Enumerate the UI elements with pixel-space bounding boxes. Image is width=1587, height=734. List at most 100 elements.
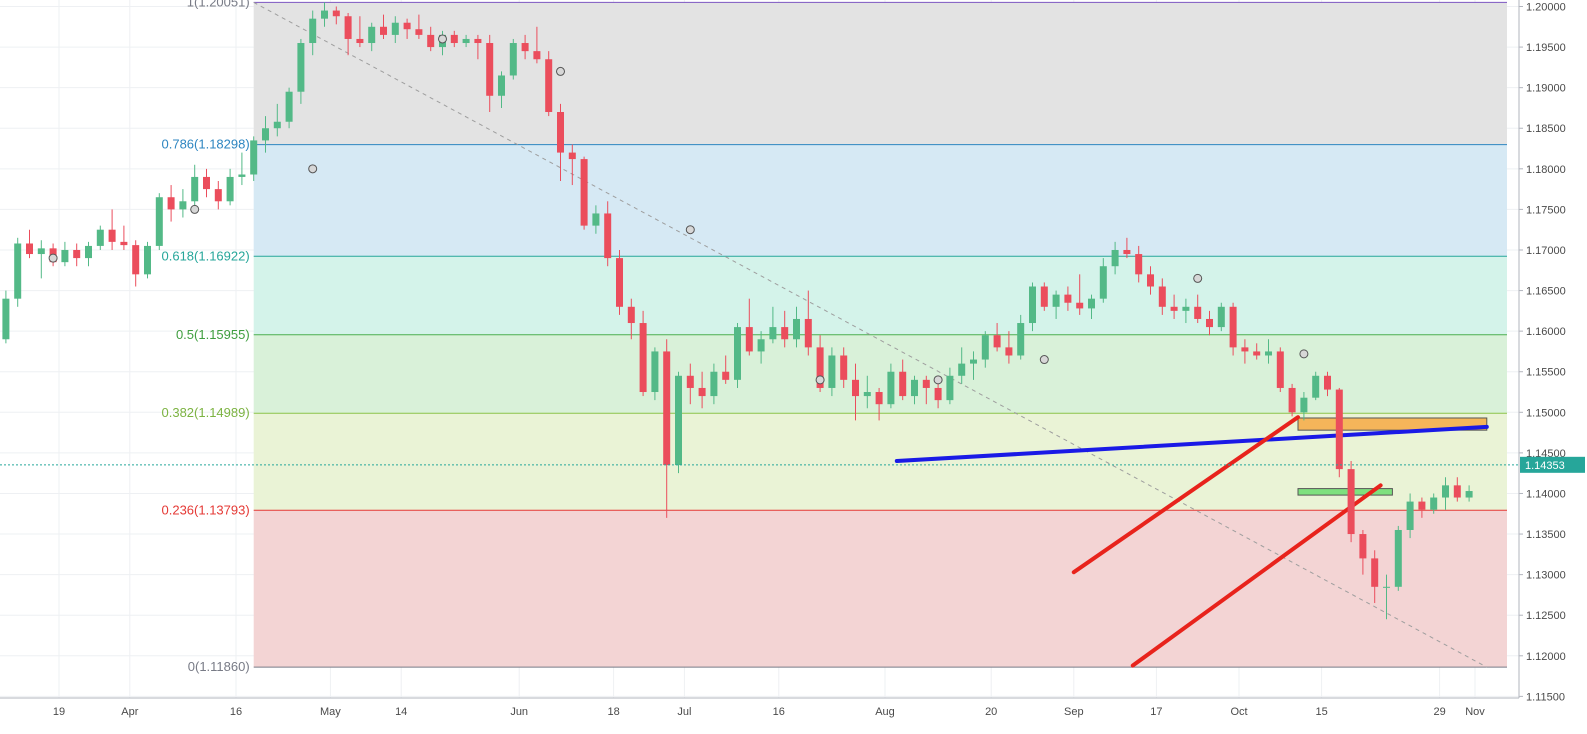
event-marker xyxy=(438,34,447,44)
candle-body xyxy=(1335,389,1343,470)
candle-body xyxy=(1324,375,1331,390)
candle-body xyxy=(1465,491,1473,498)
candle-body xyxy=(226,176,234,202)
candle-body xyxy=(273,121,281,129)
current-price-badge xyxy=(1520,456,1585,473)
candle-body xyxy=(686,375,694,388)
candle-body xyxy=(568,152,576,160)
candle-body xyxy=(745,327,753,352)
candle-body xyxy=(675,375,682,466)
candle-body xyxy=(533,51,541,60)
candle-body xyxy=(1406,501,1414,530)
x-axis[interactable]: 19 Apr 16 May 14 Jun 18 Jul 16 Aug 20 Sep 17 Oct 15 29 N… xyxy=(0,697,1519,729)
candle-body xyxy=(380,26,387,35)
x-tick-label: 20 xyxy=(985,706,997,718)
resistance-zone[interactable] xyxy=(1297,417,1488,431)
candle-body xyxy=(757,339,765,352)
y-tick-label: 1.15000 xyxy=(1526,407,1566,419)
fibonacci-retracement[interactable]: 1(1.20051) 0.786(1.18298) 0.618(1.16922) 0.… xyxy=(162,0,1508,674)
x-tick-label: 16 xyxy=(773,706,785,718)
candle-body xyxy=(1347,469,1355,535)
candle-body xyxy=(73,249,81,259)
x-tick-label: Sep xyxy=(1064,706,1084,718)
y-tick-label: 1.13000 xyxy=(1526,570,1566,582)
candle-body xyxy=(663,351,671,466)
candle-body xyxy=(1253,351,1261,356)
fib-zone xyxy=(253,256,1508,335)
candle-body xyxy=(391,22,399,35)
resistance-trend-line[interactable] xyxy=(894,424,1489,464)
candle-body xyxy=(191,176,199,202)
x-tick-label: Oct xyxy=(1230,706,1247,718)
y-tick-label: 1.19000 xyxy=(1526,83,1566,95)
candle-body xyxy=(627,306,635,324)
candle-body xyxy=(450,34,458,44)
candle-body xyxy=(887,371,895,405)
candle-body xyxy=(557,112,564,153)
event-marker xyxy=(933,375,943,385)
y-axis[interactable]: 1.20000 1.19500 1.19000 1.18500 1.18000 1.175… xyxy=(1518,0,1587,729)
x-tick-label: 18 xyxy=(607,706,619,718)
candle-body xyxy=(403,22,411,30)
event-markers xyxy=(48,34,1309,385)
y-tick-label: 1.12500 xyxy=(1526,610,1566,622)
candle-body xyxy=(167,197,175,210)
y-tick-label: 1.13500 xyxy=(1526,529,1566,541)
fib-zone xyxy=(253,144,1508,257)
candle-body xyxy=(1383,586,1390,588)
event-marker xyxy=(1039,355,1049,365)
candle-body xyxy=(769,327,777,340)
x-tick-label: Nov xyxy=(1465,706,1485,718)
candle-body xyxy=(1288,387,1296,413)
dashed-trend-line[interactable] xyxy=(253,1,1488,668)
candle-body xyxy=(840,355,848,380)
x-tick-label: 16 xyxy=(230,706,242,718)
fib-level-label: 0(1.11860) xyxy=(188,659,250,674)
candle-body xyxy=(85,245,92,259)
drawings[interactable] xyxy=(253,1,1489,668)
candle-body xyxy=(155,197,163,246)
support-zone[interactable] xyxy=(1297,488,1393,496)
x-axis-background xyxy=(0,698,1519,729)
fib-level-label: 0.382(1.14989) xyxy=(162,405,250,420)
candle-body xyxy=(1442,485,1449,498)
candle-body xyxy=(1029,286,1036,324)
candle-body xyxy=(592,213,600,226)
candle-body xyxy=(1300,397,1308,413)
candle-body xyxy=(250,140,258,175)
event-marker xyxy=(685,225,695,235)
candle-body xyxy=(321,10,328,19)
y-tick-label: 1.14000 xyxy=(1526,488,1566,500)
candle-body xyxy=(1088,298,1095,309)
y-tick-label: 1.17000 xyxy=(1526,245,1566,257)
y-tick-label: 1.15500 xyxy=(1526,367,1566,379)
candle-body xyxy=(262,128,269,141)
candle-body xyxy=(214,189,222,202)
candle-body xyxy=(1099,266,1107,299)
candle-body xyxy=(1158,286,1166,307)
candle-body xyxy=(698,387,706,397)
candle-body xyxy=(911,379,918,397)
fib-level-label: 0.5(1.15955) xyxy=(176,327,250,342)
candle-body xyxy=(981,335,989,360)
channel-upper-line[interactable] xyxy=(1071,415,1300,575)
candle-body xyxy=(297,43,305,92)
candle-body xyxy=(1182,306,1190,311)
candle-body xyxy=(2,298,10,340)
candle-body xyxy=(285,91,293,122)
candle-body xyxy=(1194,306,1202,319)
candle-body xyxy=(1111,249,1119,267)
channel-lower-line[interactable] xyxy=(1130,483,1383,668)
y-tick-label: 1.18500 xyxy=(1526,123,1566,135)
candle-body xyxy=(1170,306,1178,311)
candle-body xyxy=(61,249,69,263)
y-tick-label: 1.19500 xyxy=(1526,42,1566,54)
candle-body xyxy=(14,243,22,299)
y-tick-label: 1.20000 xyxy=(1526,1,1566,13)
x-tick-label: 14 xyxy=(395,706,407,718)
x-tick-label: Aug xyxy=(875,706,895,718)
candle-body xyxy=(710,371,718,397)
candle-body xyxy=(427,34,435,48)
y-tick-label: 1.18000 xyxy=(1526,164,1566,176)
